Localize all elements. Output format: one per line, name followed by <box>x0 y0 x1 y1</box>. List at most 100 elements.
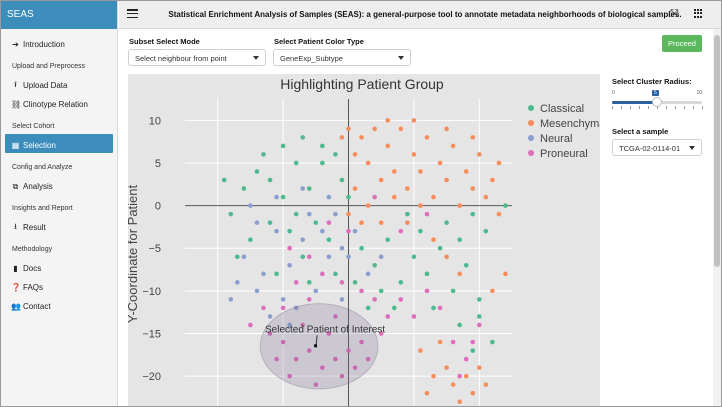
data-point <box>346 211 351 217</box>
data-point <box>444 126 449 132</box>
page-title: Statistical Enrichment Analysis of Sampl… <box>168 10 682 19</box>
arrow-right-icon: ➔ <box>12 40 19 49</box>
sample-select[interactable]: TCGA-02-0114-01 <box>612 139 702 156</box>
sidebar-item-selection[interactable]: ▦ Selection <box>5 134 113 153</box>
sidebar-item-introduction[interactable]: ➔ Introduction <box>5 33 113 52</box>
share-nodes-icon: ⛓ <box>11 100 22 109</box>
data-point <box>306 211 312 217</box>
data-point <box>300 322 306 328</box>
data-point <box>352 152 358 157</box>
data-point <box>431 305 436 311</box>
download-icon: ⭳ <box>14 221 17 231</box>
data-point <box>365 356 371 362</box>
sidebar-item-contact[interactable]: 👥 Contact <box>5 295 113 314</box>
data-point <box>293 305 299 311</box>
data-point <box>274 271 279 277</box>
data-point <box>320 143 325 149</box>
color-type-select[interactable]: GeneExp_Subtype <box>273 49 411 66</box>
data-point <box>398 280 404 285</box>
data-point <box>221 177 227 183</box>
data-point <box>431 194 436 200</box>
data-point <box>385 314 391 319</box>
slider-tick <box>657 106 658 109</box>
hamburger-menu-icon[interactable] <box>127 9 138 19</box>
scatter-chart[interactable]: 10 5 0 −5 −10 −15 −20 Highlighting Patient Grou… <box>128 74 600 406</box>
data-point <box>359 135 364 140</box>
collapse-arrows-icon[interactable]: ⤧ <box>670 8 679 20</box>
data-point <box>418 228 423 234</box>
slider-tick <box>639 106 640 109</box>
sidebar-item-label: Docs <box>23 264 42 273</box>
data-point <box>254 220 260 225</box>
sidebar-item-docs[interactable]: ▮ Docs <box>5 257 113 276</box>
top-header: Statistical Enrichment Analysis of Sampl… <box>119 1 721 29</box>
data-point <box>405 220 410 225</box>
data-point <box>398 228 404 234</box>
data-point <box>339 280 345 285</box>
data-point <box>457 373 462 379</box>
data-point <box>287 245 292 251</box>
slider-tick <box>675 106 676 109</box>
sidebar-item-analysis[interactable]: ⧉ Analysis <box>5 175 113 194</box>
data-point <box>372 194 377 200</box>
data-point <box>424 135 430 140</box>
data-point <box>274 356 279 362</box>
data-point <box>313 220 319 225</box>
sidebar-item-clinotype-relation[interactable]: ⛓ Clinotype Relation <box>5 93 113 112</box>
network-icon: ⧉ <box>12 181 19 191</box>
data-point <box>287 373 292 379</box>
data-point <box>313 288 319 294</box>
data-point <box>411 314 417 319</box>
data-point <box>293 211 299 217</box>
y-tick-label: −10 <box>142 286 161 298</box>
legend-label: Proneural <box>540 148 588 160</box>
data-point <box>326 220 332 225</box>
data-point <box>477 152 482 157</box>
upload-icon: ⭱ <box>14 79 17 89</box>
data-point <box>385 143 391 149</box>
data-point <box>306 280 312 285</box>
sidebar-item-label: Result <box>23 223 46 232</box>
data-point <box>372 126 377 132</box>
data-point <box>346 348 351 353</box>
data-point <box>378 177 384 183</box>
sidebar-header-cohort: Select Cohort <box>12 123 55 130</box>
proceed-button[interactable]: Proceed <box>662 35 702 52</box>
data-point <box>300 186 306 191</box>
data-point <box>320 271 325 277</box>
data-point <box>339 245 345 251</box>
data-point <box>300 237 306 243</box>
y-tick-label: 10 <box>149 115 161 127</box>
data-point <box>411 118 417 123</box>
sidebar-item-upload-data[interactable]: ⭱ Upload Data <box>5 74 113 93</box>
page-scrollbar[interactable] <box>713 29 721 406</box>
data-point <box>300 254 306 260</box>
data-point <box>470 390 476 396</box>
sidebar-item-faqs[interactable]: ❓ FAQs <box>5 276 113 295</box>
data-point <box>418 169 423 174</box>
legend-label: Mesenchymal <box>540 118 600 130</box>
data-point <box>457 399 462 405</box>
data-point <box>450 339 456 345</box>
data-point <box>457 271 462 277</box>
data-point <box>418 348 423 353</box>
highlight-pointer-line <box>315 335 318 346</box>
color-type-value: GeneExp_Subtype <box>280 54 343 63</box>
data-point <box>287 322 292 328</box>
data-point <box>444 254 449 260</box>
data-point <box>503 271 508 277</box>
highlight-ellipse <box>259 303 379 390</box>
data-point <box>346 254 351 260</box>
grid-menu-icon[interactable] <box>694 9 703 18</box>
sidebar-item-result[interactable]: ⭳ Result <box>5 216 113 235</box>
scrollbar-thumb[interactable] <box>714 35 720 267</box>
subset-mode-select[interactable]: Select neighbour from point <box>128 49 266 66</box>
data-point <box>424 390 430 396</box>
data-point <box>483 228 489 234</box>
data-point <box>444 220 449 225</box>
cluster-radius-slider[interactable]: 0 10 5 <box>612 90 703 115</box>
data-point <box>274 228 279 234</box>
sidebar-header-methodology: Methodology <box>12 246 53 253</box>
brand-logo[interactable]: SEAS <box>1 1 117 29</box>
data-point <box>437 305 443 311</box>
